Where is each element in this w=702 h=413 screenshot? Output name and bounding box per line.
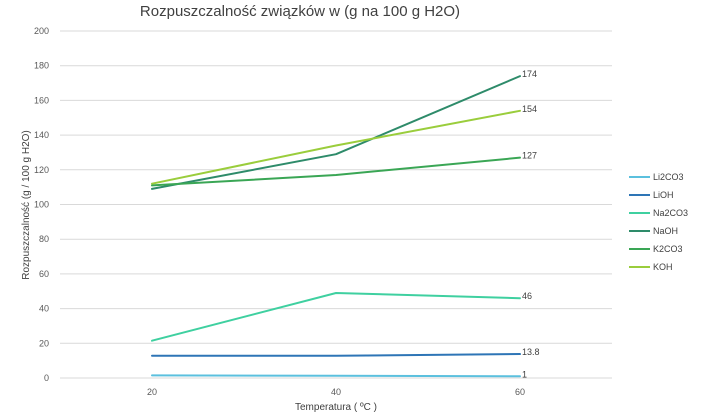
data-label-na2co3: 46	[522, 291, 532, 301]
y-tick-label: 100	[34, 200, 49, 210]
y-tick-label: 20	[39, 338, 49, 348]
y-tick-label: 80	[39, 234, 49, 244]
x-tick-labels: 20 40 60	[147, 387, 525, 397]
y-tick-labels: 0 20 40 60 80 100 120 140 160 180 200	[34, 26, 49, 383]
y-tick-label: 200	[34, 26, 49, 36]
y-tick-label: 160	[34, 95, 49, 105]
legend-label: NaOH	[653, 226, 678, 236]
y-tick-label: 40	[39, 304, 49, 314]
data-label-koh: 154	[522, 104, 537, 114]
legend-label: Li2CO3	[653, 172, 684, 182]
data-label-naoh: 174	[522, 69, 537, 79]
legend-label: LiOH	[653, 190, 674, 200]
data-label-k2co3: 127	[522, 151, 537, 161]
chart-title: Rozpuszczalność związków w (g na 100 g H…	[140, 3, 460, 20]
legend-label: K2CO3	[653, 244, 683, 254]
y-tick-label: 0	[44, 373, 49, 383]
data-labels: 1 13.8 46 174 127 154	[522, 69, 540, 379]
legend-label: Na2CO3	[653, 208, 688, 218]
legend: Li2CO3 LiOH Na2CO3 NaOH K2CO3 KOH	[629, 172, 688, 272]
series-line-koh	[151, 109, 521, 185]
x-tick-label: 20	[147, 387, 157, 397]
y-tick-label: 140	[34, 130, 49, 140]
gridlines	[60, 30, 612, 379]
series-line-lioh	[151, 353, 521, 357]
y-tick-label: 120	[34, 165, 49, 175]
series-lines	[151, 75, 521, 378]
legend-label: KOH	[653, 262, 673, 272]
x-tick-label: 40	[331, 387, 341, 397]
data-label-li2co3: 1	[522, 369, 527, 379]
y-tick-label: 60	[39, 269, 49, 279]
x-axis-title: Temperatura ( ºC )	[295, 402, 377, 413]
series-line-li2co3	[151, 374, 521, 378]
series-line-na2co3	[151, 291, 521, 342]
data-label-lioh: 13.8	[522, 347, 540, 357]
x-tick-label: 60	[515, 387, 525, 397]
y-tick-label: 180	[34, 61, 49, 71]
y-axis-title: Rozpuszczalność (g / 100 g H2O)	[21, 130, 32, 280]
